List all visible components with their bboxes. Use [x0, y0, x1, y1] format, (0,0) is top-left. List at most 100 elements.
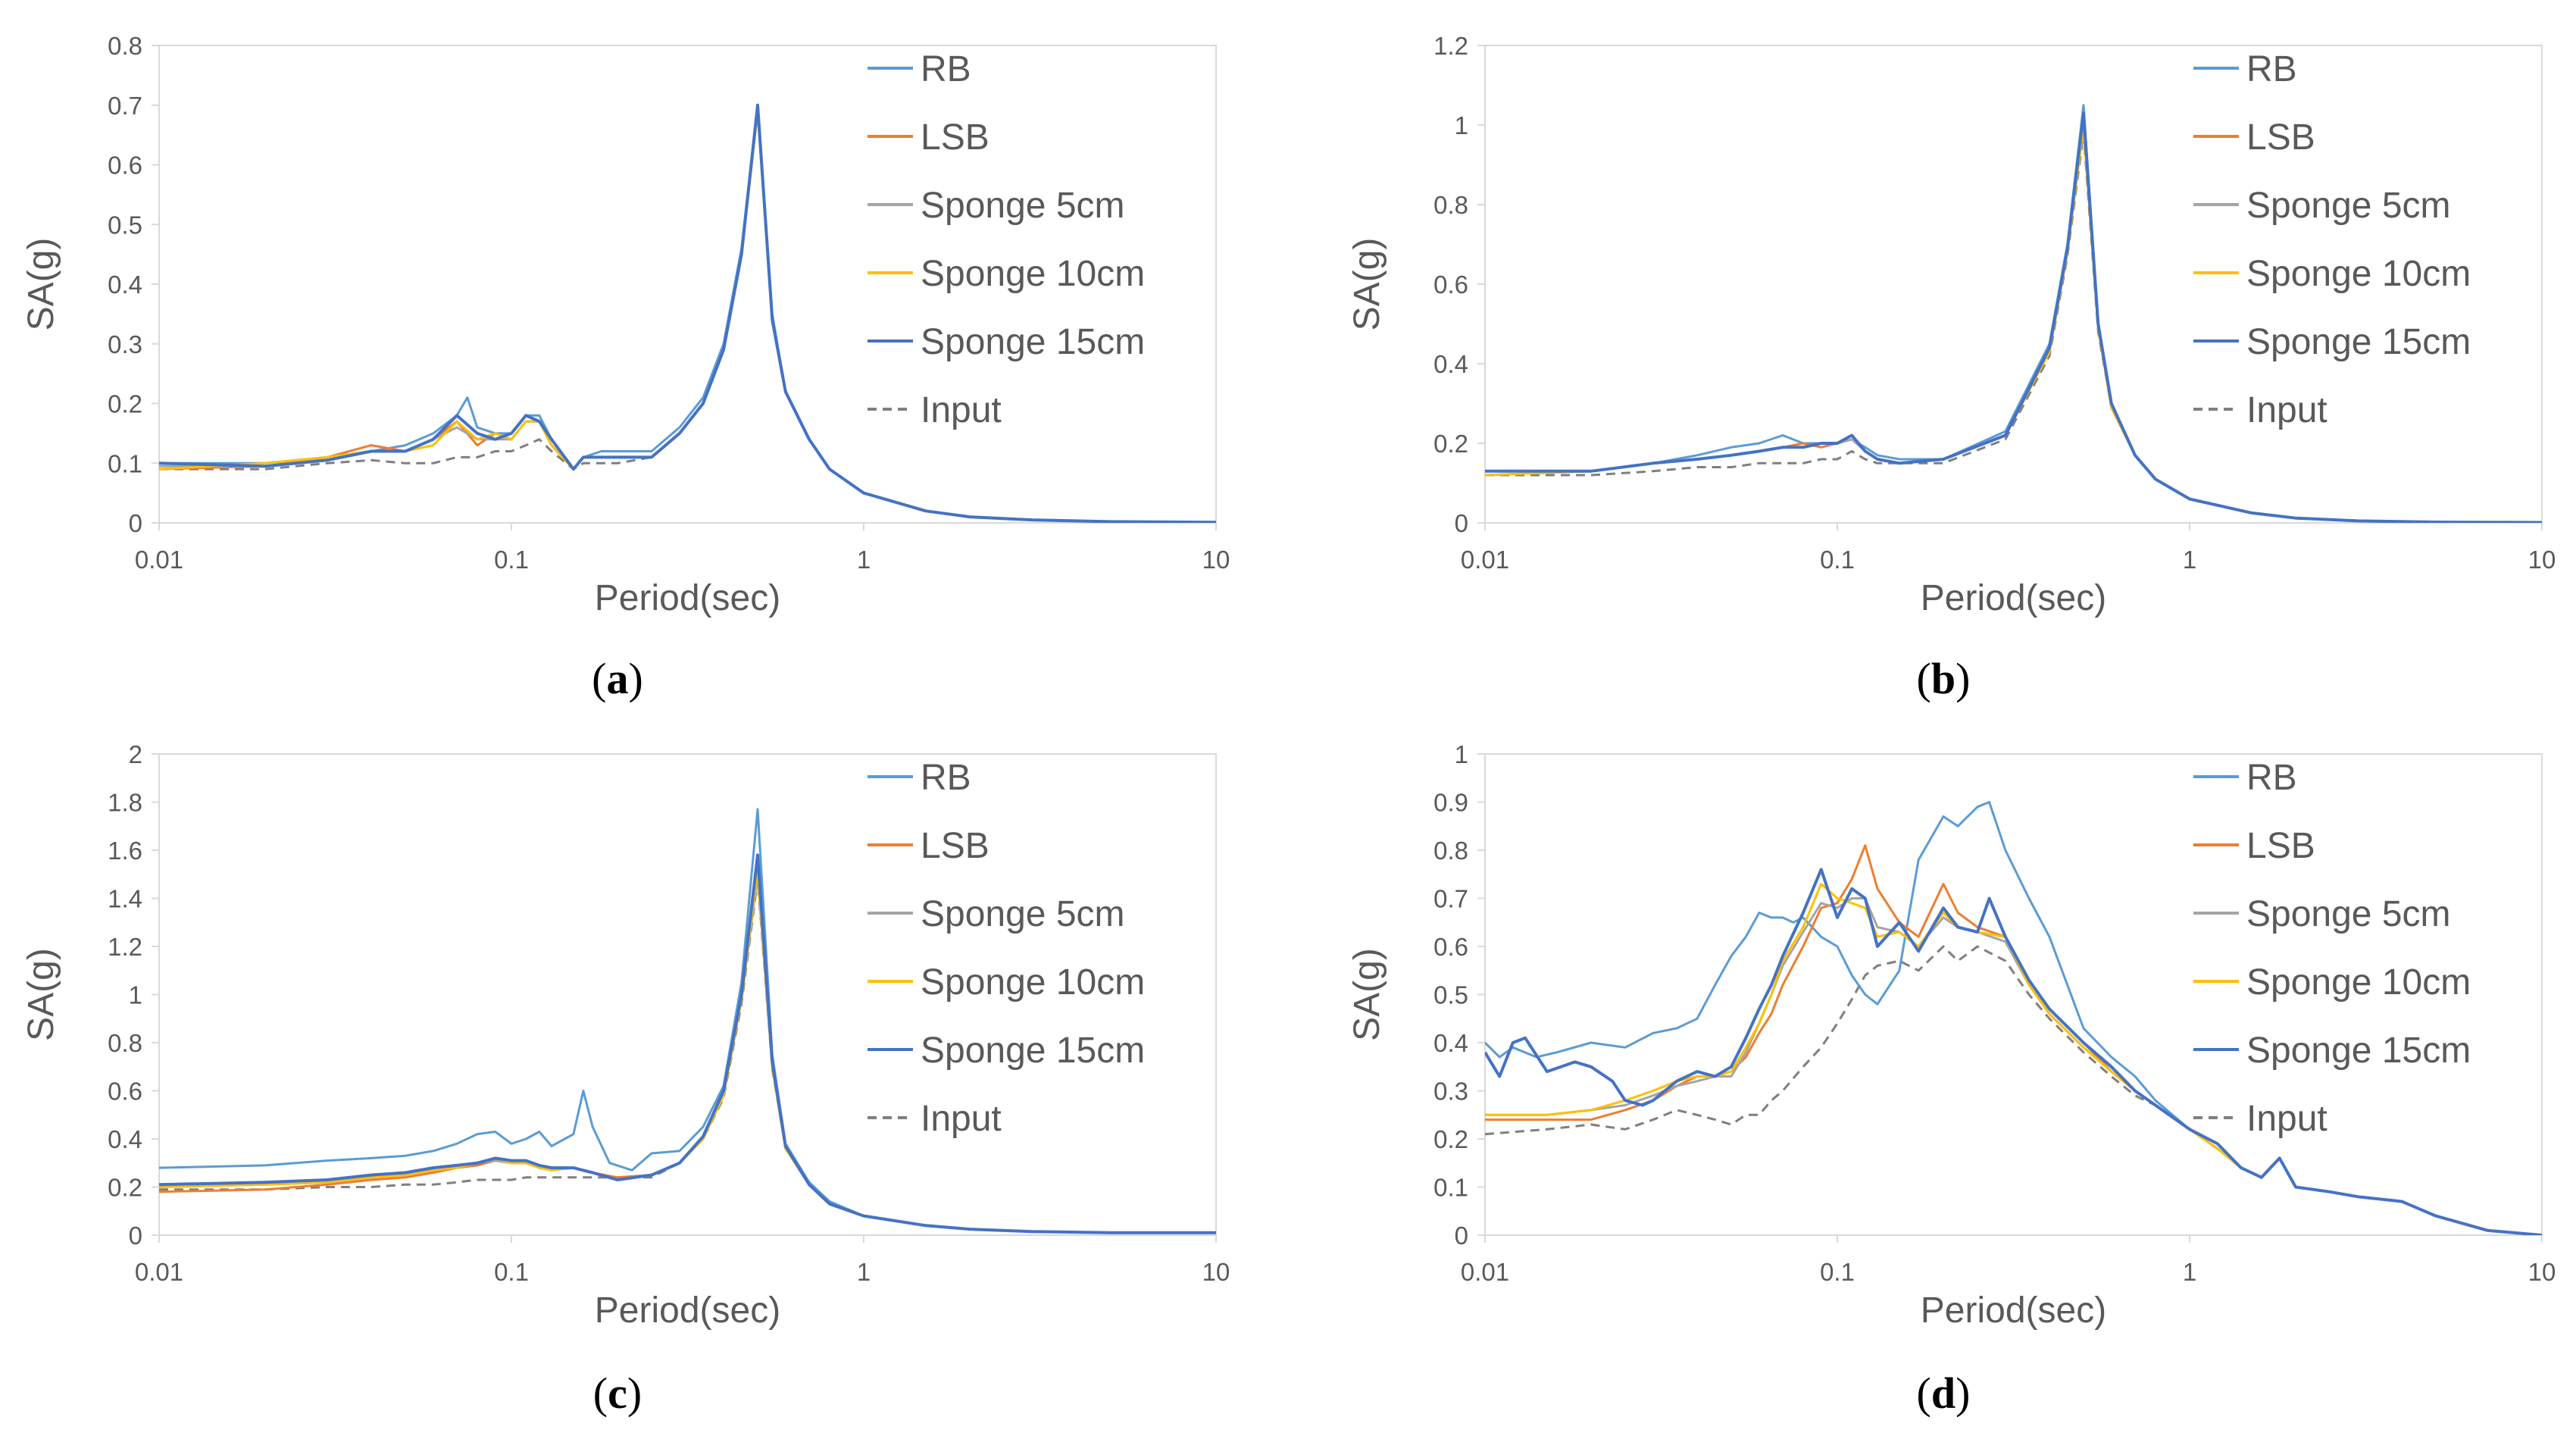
series-group [159, 103, 1216, 523]
series-line-sponge-15cm [159, 853, 1216, 1234]
x-tick-label: 0.1 [1820, 1258, 1855, 1286]
chart-panel-a: 0 0.1 0.2 0.3 0.4 0.5 0.6 0.7 0.8 0.01 0.1 1 10 Perio… [21, 32, 1230, 703]
series-group [1485, 104, 2542, 523]
y-tick-label: 1.2 [1433, 32, 1468, 60]
y-tick-label: 0 [1455, 509, 1468, 537]
x-axis-label: Period(sec) [595, 1290, 780, 1331]
x-tick-label: 0.1 [494, 546, 529, 574]
y-tick-label: 0.2 [1433, 430, 1468, 458]
y-tick-label: 0.6 [108, 1078, 142, 1106]
y-tick-label: 0.6 [1433, 933, 1468, 961]
y-tick-label: 0.8 [1433, 837, 1468, 865]
y-tick-label: 0.4 [1433, 350, 1468, 378]
y-tick-label: 0.5 [1433, 981, 1468, 1009]
y-tick-label: 0.2 [1433, 1125, 1468, 1153]
y-tick-label: 0.3 [108, 330, 142, 358]
chart-panel-d: 0 0.1 0.2 0.3 0.4 0.5 0.6 0.7 0.8 0.9 1 0.01 0.1 1 10 P… [1347, 740, 2556, 1418]
y-tick-label: 0.4 [108, 1125, 142, 1153]
series-line-input [1485, 945, 2542, 1235]
y-tick-label: 0.8 [1433, 191, 1468, 219]
legend-label: Input [2246, 390, 2327, 430]
legend-label: Sponge 10cm [921, 962, 1145, 1003]
legend-label: Sponge 5cm [921, 894, 1125, 934]
series-line-sponge-15cm [159, 103, 1216, 523]
panel-caption: (b) [1917, 654, 1971, 703]
y-tick-label: 1 [1455, 111, 1468, 139]
y-tick-label: 0.8 [108, 32, 142, 60]
x-axis-label: Period(sec) [595, 578, 780, 618]
chart-panel-b: 0 0.2 0.4 0.6 0.8 1 1.2 0.01 0.1 1 10 Period(sec) SA… [1347, 32, 2556, 703]
y-tick-label: 1 [129, 981, 142, 1009]
series-group [1485, 801, 2542, 1235]
y-tick-label: 0.8 [108, 1029, 142, 1057]
y-tick-label: 0 [1455, 1222, 1468, 1250]
y-tick-label: 0.2 [108, 1174, 142, 1202]
legend-label: Sponge 5cm [921, 186, 1125, 226]
y-axis-label: SA(g) [21, 238, 61, 331]
x-tick-label: 1 [857, 1258, 871, 1286]
series-group [159, 808, 1216, 1234]
x-tick-label: 0.01 [1461, 546, 1509, 574]
legend-label: LSB [2246, 826, 2315, 866]
y-tick-label: 0.2 [108, 390, 142, 418]
x-tick-label: 10 [1202, 1258, 1230, 1286]
legend-label: Input [921, 390, 1002, 430]
x-tick-label: 10 [1202, 546, 1230, 574]
x-axis-label: Period(sec) [1921, 1290, 2106, 1331]
y-tick-label: 0.9 [1433, 789, 1468, 817]
y-tick-label: 0 [129, 509, 142, 537]
x-tick-label: 0.01 [135, 546, 183, 574]
x-tick-label: 0.01 [1461, 1258, 1509, 1286]
series-line-rb [159, 808, 1216, 1234]
panel-caption: (d) [1917, 1369, 1971, 1418]
y-tick-label: 0.5 [108, 211, 142, 239]
y-tick-label: 1.4 [108, 885, 142, 913]
legend-label: LSB [2246, 117, 2315, 158]
legend-label: Input [2246, 1099, 2327, 1139]
legend-label: Sponge 10cm [921, 254, 1145, 294]
legend-label: Sponge 15cm [921, 1031, 1145, 1071]
legend-label: Sponge 15cm [921, 322, 1145, 362]
legend-label: RB [921, 758, 971, 798]
y-tick-label: 0.6 [1433, 271, 1468, 299]
y-tick-label: 0.1 [1433, 1174, 1468, 1202]
y-tick-label: 0.4 [1433, 1029, 1468, 1057]
y-axis-label: SA(g) [1347, 238, 1387, 331]
x-tick-label: 0.01 [135, 1258, 183, 1286]
y-tick-label: 1.6 [108, 837, 142, 865]
y-axis-label: SA(g) [1347, 948, 1387, 1041]
y-tick-label: 0 [129, 1222, 142, 1250]
series-line-sponge-15cm [1485, 111, 2542, 523]
legend-label: LSB [921, 117, 989, 158]
x-tick-label: 10 [2528, 546, 2556, 574]
y-tick-label: 1.8 [108, 789, 142, 817]
legend-label: RB [2246, 49, 2297, 89]
x-axis-label: Period(sec) [1921, 578, 2106, 618]
y-tick-label: 0.6 [108, 152, 142, 180]
series-line-rb [1485, 801, 2542, 1235]
x-tick-label: 10 [2528, 1258, 2556, 1286]
y-tick-label: 0.7 [108, 92, 142, 120]
panel-caption: (c) [593, 1369, 642, 1418]
legend-label: RB [921, 49, 971, 89]
panel-caption: (a) [592, 654, 643, 703]
legend-label: Sponge 15cm [2246, 322, 2471, 362]
legend-label: Sponge 5cm [2246, 894, 2451, 934]
y-tick-label: 0.4 [108, 271, 142, 299]
legend-label: RB [2246, 758, 2297, 798]
y-tick-label: 1 [1455, 740, 1468, 768]
x-tick-label: 1 [2183, 546, 2196, 574]
series-line-rb [1485, 104, 2542, 523]
y-tick-label: 0.3 [1433, 1078, 1468, 1106]
legend-label: Input [921, 1099, 1002, 1139]
legend-label: Sponge 15cm [2246, 1031, 2471, 1071]
x-tick-label: 1 [2183, 1258, 2196, 1286]
legend-label: LSB [921, 826, 989, 866]
legend-label: Sponge 5cm [2246, 186, 2451, 226]
y-tick-label: 0.1 [108, 449, 142, 477]
y-tick-label: 2 [129, 740, 142, 768]
legend-label: Sponge 10cm [2246, 254, 2471, 294]
x-tick-label: 1 [857, 546, 871, 574]
y-axis-label: SA(g) [21, 948, 61, 1041]
